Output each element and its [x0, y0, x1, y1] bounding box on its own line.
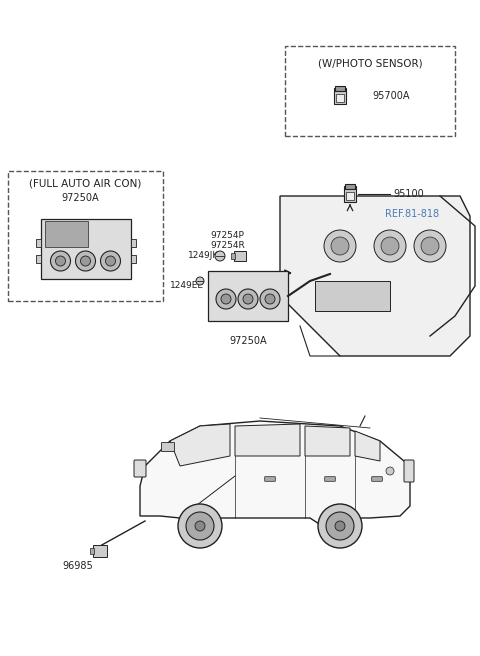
FancyBboxPatch shape [90, 548, 94, 554]
FancyBboxPatch shape [208, 271, 288, 321]
Circle shape [265, 294, 275, 304]
Circle shape [215, 251, 225, 261]
Circle shape [318, 504, 362, 548]
Circle shape [50, 251, 71, 271]
Text: REF.81-818: REF.81-818 [385, 209, 439, 219]
FancyBboxPatch shape [335, 87, 345, 91]
Circle shape [331, 237, 349, 255]
FancyBboxPatch shape [234, 251, 246, 261]
FancyBboxPatch shape [345, 184, 355, 189]
Circle shape [216, 289, 236, 309]
Circle shape [56, 256, 65, 266]
Polygon shape [305, 426, 350, 456]
Polygon shape [355, 431, 380, 461]
FancyBboxPatch shape [8, 171, 163, 301]
Circle shape [195, 521, 205, 531]
Circle shape [260, 289, 280, 309]
Circle shape [421, 237, 439, 255]
Circle shape [381, 237, 399, 255]
FancyBboxPatch shape [93, 545, 107, 557]
Text: 95100: 95100 [393, 189, 424, 199]
Circle shape [374, 230, 406, 262]
Text: 95700A: 95700A [372, 91, 409, 101]
Polygon shape [235, 424, 300, 456]
Polygon shape [170, 424, 230, 466]
Circle shape [196, 277, 204, 285]
Text: 96985: 96985 [62, 561, 94, 571]
Text: 97250A: 97250A [229, 336, 267, 346]
Text: 1249EE: 1249EE [170, 281, 204, 291]
Circle shape [75, 251, 96, 271]
Circle shape [178, 504, 222, 548]
Circle shape [81, 256, 91, 266]
FancyBboxPatch shape [161, 443, 175, 451]
Text: 97254R: 97254R [210, 241, 245, 251]
Circle shape [221, 294, 231, 304]
FancyBboxPatch shape [264, 477, 276, 482]
FancyBboxPatch shape [134, 460, 146, 477]
FancyBboxPatch shape [131, 239, 135, 247]
Polygon shape [280, 196, 470, 356]
Text: 97254P: 97254P [210, 232, 244, 241]
FancyBboxPatch shape [336, 94, 344, 102]
FancyBboxPatch shape [40, 219, 131, 279]
Circle shape [326, 512, 354, 540]
FancyBboxPatch shape [346, 192, 354, 200]
FancyBboxPatch shape [285, 46, 455, 136]
Circle shape [238, 289, 258, 309]
Circle shape [243, 294, 253, 304]
Text: 97250A: 97250A [62, 193, 99, 203]
FancyBboxPatch shape [315, 281, 390, 311]
FancyBboxPatch shape [372, 477, 382, 482]
Circle shape [414, 230, 446, 262]
FancyBboxPatch shape [36, 255, 40, 263]
Circle shape [335, 521, 345, 531]
FancyBboxPatch shape [36, 239, 40, 247]
Text: (FULL AUTO AIR CON): (FULL AUTO AIR CON) [29, 179, 142, 189]
FancyBboxPatch shape [334, 89, 346, 104]
Circle shape [324, 230, 356, 262]
FancyBboxPatch shape [231, 253, 235, 259]
FancyBboxPatch shape [344, 186, 356, 202]
Polygon shape [140, 421, 410, 531]
FancyBboxPatch shape [404, 460, 414, 482]
Text: (W/PHOTO SENSOR): (W/PHOTO SENSOR) [318, 58, 422, 68]
FancyBboxPatch shape [45, 221, 87, 247]
Circle shape [100, 251, 120, 271]
FancyBboxPatch shape [324, 477, 336, 482]
Text: 1249JK: 1249JK [188, 251, 219, 260]
Circle shape [106, 256, 116, 266]
FancyBboxPatch shape [131, 255, 135, 263]
Circle shape [186, 512, 214, 540]
Circle shape [386, 467, 394, 475]
